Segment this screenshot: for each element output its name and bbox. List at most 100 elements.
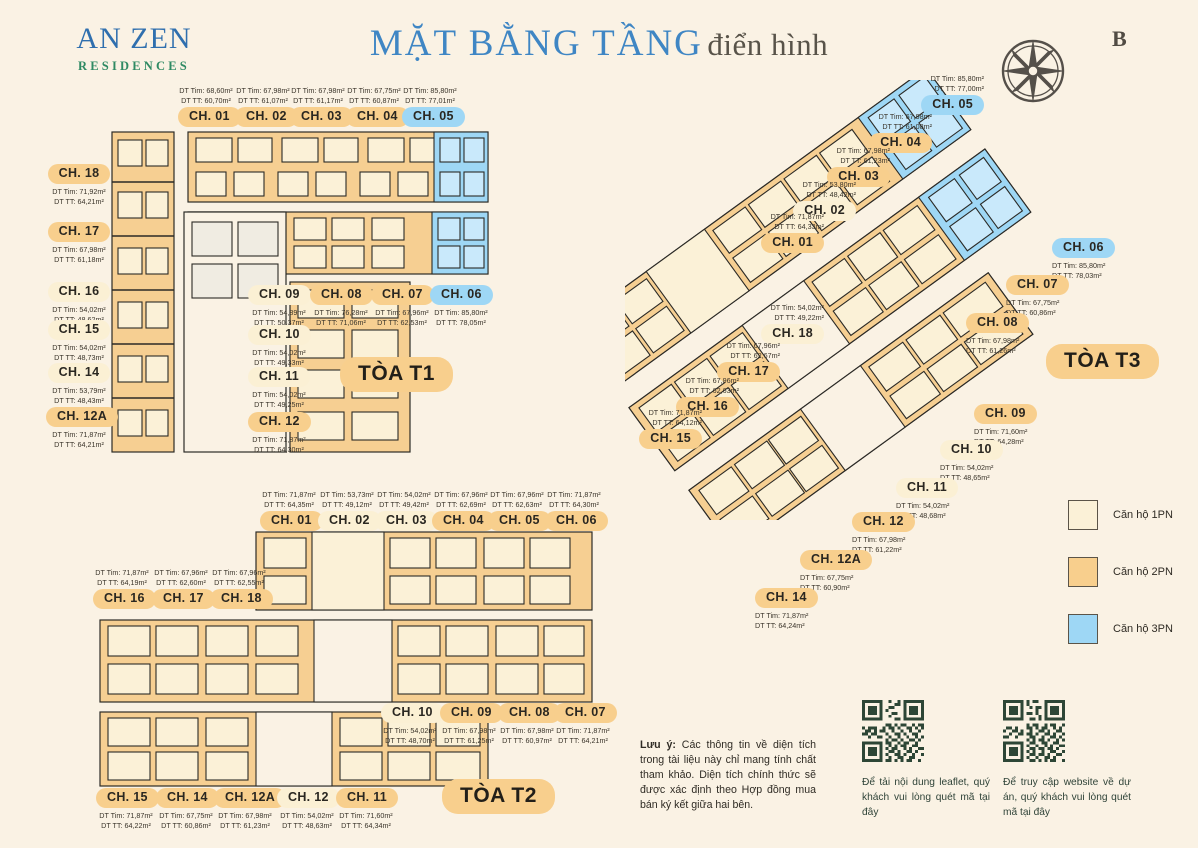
unit-t1-mid-06[interactable]: CH. 06 DT Tim: 85,80m² DT TT: 78,05m² <box>430 285 493 329</box>
unit-t3-upper-04[interactable]: DT Tim: 67,98m² DT TT: 61,08m² CH. 04 <box>848 112 932 153</box>
unit-code[interactable]: CH. 02 <box>235 106 298 127</box>
unit-t3-upper-03[interactable]: DT Tim: 67,98m² DT TT: 61,23m² CH. 03 <box>806 146 890 187</box>
unit-code[interactable]: CH. 17 <box>717 361 780 382</box>
unit-code[interactable]: CH. 12 <box>248 412 311 432</box>
unit-code[interactable]: CH. 12A <box>800 550 873 570</box>
unit-code[interactable]: CH. 02 <box>318 510 381 531</box>
unit-code[interactable]: CH. 06 <box>430 285 493 305</box>
unit-t2-bottom-14[interactable]: CH. 14 DT Tim: 67,75m² DT TT: 60,86m² <box>156 788 219 832</box>
unit-t2-right-08[interactable]: CH. 08 DT Tim: 67,98m² DT TT: 60,97m² <box>498 703 561 747</box>
unit-code[interactable]: CH. 18 <box>761 323 824 344</box>
unit-code[interactable]: CH. 17 <box>47 222 111 242</box>
unit-t2-right-09[interactable]: CH. 09 DT Tim: 67,98m² DT TT: 61,25m² <box>440 703 503 747</box>
unit-t1-left-12a[interactable]: CH. 12A DT Tim: 71,87m² DT TT: 64,21m² <box>46 407 119 451</box>
unit-t2-left-17[interactable]: DT Tim: 67,96m² DT TT: 62,60m² CH. 17 <box>152 568 215 609</box>
unit-code[interactable]: CH. 17 <box>152 588 215 609</box>
unit-t3-upper-02[interactable]: DT Tim: 53,80m² DT TT: 48,42m² CH. 02 <box>772 180 856 221</box>
unit-t3-left-18[interactable]: DT Tim: 54,02m² DT TT: 49,22m² CH. 18 <box>740 303 824 344</box>
unit-t2-left-16[interactable]: DT Tim: 71,87m² DT TT: 64,19m² CH. 16 <box>93 568 156 609</box>
unit-t2-top-5[interactable]: DT Tim: 67,96m² DT TT: 62,63m² CH. 05 <box>488 490 551 531</box>
unit-code[interactable]: CH. 11 <box>336 788 399 808</box>
unit-code[interactable]: CH. 18 <box>47 164 111 184</box>
unit-t1-col-12[interactable]: CH. 12 DT Tim: 71,87m² DT TT: 64,30m² <box>248 412 311 456</box>
unit-code[interactable]: CH. 09 <box>440 703 503 723</box>
unit-code[interactable]: CH. 14 <box>755 588 818 608</box>
unit-t3-upper-01[interactable]: DT Tim: 71,87m² DT TT: 64,33m² CH. 01 <box>740 212 824 253</box>
unit-code[interactable]: CH. 14 <box>156 788 219 808</box>
unit-code[interactable]: CH. 12A <box>214 788 287 808</box>
unit-t2-top-3[interactable]: DT Tim: 54,02m² DT TT: 49,42m² CH. 03 <box>375 490 438 531</box>
unit-code[interactable]: CH. 01 <box>761 232 824 253</box>
unit-code[interactable]: CH. 10 <box>940 440 1003 460</box>
unit-t1-mid-07[interactable]: CH. 07 DT Tim: 67,96m² DT TT: 62,53m² <box>371 285 434 329</box>
unit-code[interactable]: CH. 08 <box>310 285 373 305</box>
unit-code[interactable]: CH. 09 <box>974 404 1037 424</box>
unit-code[interactable]: CH. 05 <box>402 106 465 127</box>
unit-t1-left-15[interactable]: CH. 15 DT Tim: 54,02m² DT TT: 48,73m² <box>46 320 112 364</box>
unit-t3-left-15[interactable]: DT Tim: 71,87m² DT TT: 64,12m² CH. 15 <box>618 408 702 449</box>
unit-code[interactable]: CH. 04 <box>869 132 932 153</box>
unit-code[interactable]: CH. 03 <box>827 166 890 187</box>
unit-code[interactable]: CH. 06 <box>545 510 608 531</box>
qr-code-website-icon[interactable] <box>1003 700 1065 762</box>
unit-t3-right-07[interactable]: CH. 07 DT Tim: 67,75m² DT TT: 60,86m² <box>1006 275 1090 319</box>
unit-t1-left-18[interactable]: CH. 18 DT Tim: 71,92m² DT TT: 64,21m² <box>46 164 112 208</box>
unit-t2-left-18[interactable]: DT Tim: 67,96m² DT TT: 62,55m² CH. 18 <box>210 568 273 609</box>
unit-code[interactable]: CH. 02 <box>793 200 856 221</box>
unit-t1-top-1[interactable]: DT Tim: 68,60m² DT TT: 60,70m² CH. 01 <box>178 86 241 127</box>
unit-code[interactable]: CH. 16 <box>93 588 156 609</box>
unit-code[interactable]: CH. 01 <box>178 106 241 127</box>
unit-t3-right-08[interactable]: CH. 08 DT Tim: 67,98m² DT TT: 61,26m² <box>966 313 1050 357</box>
unit-t3-lower-10[interactable]: CH. 10 DT Tim: 54,02m² DT TT: 48,65m² <box>940 440 1026 484</box>
unit-t1-left-17[interactable]: CH. 17 DT Tim: 67,98m² DT TT: 61,18m² <box>46 222 112 266</box>
unit-code[interactable]: CH. 16 <box>47 282 111 302</box>
unit-t3-left-16[interactable]: DT Tim: 67,96m² DT TT: 62,63m² CH. 16 <box>655 376 739 417</box>
unit-t2-right-07[interactable]: CH. 07 DT Tim: 71,87m² DT TT: 64,21m² <box>554 703 617 747</box>
unit-t2-top-1[interactable]: DT Tim: 71,87m² DT TT: 64,35m² CH. 01 <box>260 490 323 531</box>
unit-code[interactable]: CH. 08 <box>966 313 1029 333</box>
unit-code[interactable]: CH. 10 <box>248 325 311 345</box>
unit-t3-upper-05[interactable]: DT Tim: 85,80m² DT TT: 77,00m² CH. 05 <box>900 74 984 115</box>
unit-code[interactable]: CH. 05 <box>488 510 551 531</box>
unit-t1-mid-09[interactable]: CH. 09 DT Tim: 54,89m² DT TT: 50,37m² <box>248 285 311 329</box>
unit-t1-top-4[interactable]: DT Tim: 67,75m² DT TT: 60,87m² CH. 04 <box>346 86 409 127</box>
unit-t1-col-11[interactable]: CH. 11 DT Tim: 54,02m² DT TT: 49,25m² <box>248 367 311 411</box>
unit-t1-left-16[interactable]: CH. 16 DT Tim: 54,02m² DT TT: 48,62m² <box>46 282 112 326</box>
unit-code[interactable]: CH. 07 <box>1006 275 1069 295</box>
unit-t1-mid-08[interactable]: CH. 08 DT Tim: 76,28m² DT TT: 71,06m² <box>310 285 373 329</box>
unit-t3-lower-12[interactable]: CH. 12 DT Tim: 67,98m² DT TT: 61,22m² <box>852 512 938 556</box>
unit-code[interactable]: CH. 04 <box>432 510 495 531</box>
unit-code[interactable]: CH. 16 <box>676 396 739 417</box>
unit-code[interactable]: CH. 08 <box>498 703 561 723</box>
unit-code[interactable]: CH. 11 <box>248 367 311 387</box>
unit-code[interactable]: CH. 15 <box>47 320 111 340</box>
unit-code[interactable]: CH. 09 <box>248 285 311 305</box>
unit-t1-top-2[interactable]: DT Tim: 67,98m² DT TT: 61,07m² CH. 02 <box>235 86 298 127</box>
unit-code[interactable]: CH. 10 <box>381 703 444 723</box>
unit-t1-col-10[interactable]: CH. 10 DT Tim: 54,02m² DT TT: 49,33m² <box>248 325 311 369</box>
unit-code[interactable]: CH. 07 <box>371 285 434 305</box>
unit-t1-top-5[interactable]: DT Tim: 85,80m² DT TT: 77,01m² CH. 05 <box>402 86 465 127</box>
unit-t2-bottom-12a[interactable]: CH. 12A DT Tim: 67,98m² DT TT: 61,23m² <box>214 788 287 832</box>
unit-code[interactable]: CH. 12 <box>852 512 915 532</box>
unit-t3-lower-12a[interactable]: CH. 12A DT Tim: 67,75m² DT TT: 60,90m² <box>800 550 890 594</box>
unit-code[interactable]: CH. 01 <box>260 510 323 531</box>
unit-code[interactable]: CH. 05 <box>921 94 984 115</box>
unit-t2-bottom-12[interactable]: CH. 12 DT Tim: 54,02m² DT TT: 48,63m² <box>277 788 340 832</box>
unit-t2-bottom-15[interactable]: CH. 15 DT Tim: 71,87m² DT TT: 64,22m² <box>96 788 159 832</box>
unit-t2-top-4[interactable]: DT Tim: 67,96m² DT TT: 62,69m² CH. 04 <box>432 490 495 531</box>
unit-t2-right-10[interactable]: CH. 10 DT Tim: 54,02m² DT TT: 48,70m² <box>381 703 444 747</box>
unit-code[interactable]: CH. 11 <box>896 478 959 498</box>
unit-t2-bottom-11[interactable]: CH. 11 DT Tim: 71,60m² DT TT: 64,34m² <box>336 788 399 832</box>
unit-code[interactable]: CH. 12 <box>277 788 340 808</box>
unit-code[interactable]: CH. 07 <box>554 703 617 723</box>
qr-code-leaflet-icon[interactable] <box>862 700 924 762</box>
unit-code[interactable]: CH. 03 <box>375 510 438 531</box>
unit-code[interactable]: CH. 15 <box>639 428 702 449</box>
unit-t3-left-17[interactable]: DT Tim: 67,96m² DT TT: 62,67m² CH. 17 <box>696 341 780 382</box>
unit-t2-top-6[interactable]: DT Tim: 71,87m² DT TT: 64,30m² CH. 06 <box>545 490 608 531</box>
unit-t1-top-3[interactable]: DT Tim: 67,98m² DT TT: 61,17m² CH. 03 <box>290 86 353 127</box>
unit-t2-top-2[interactable]: DT Tim: 53,73m² DT TT: 49,12m² CH. 02 <box>318 490 381 531</box>
unit-code[interactable]: CH. 14 <box>47 363 111 383</box>
unit-code[interactable]: CH. 15 <box>96 788 159 808</box>
